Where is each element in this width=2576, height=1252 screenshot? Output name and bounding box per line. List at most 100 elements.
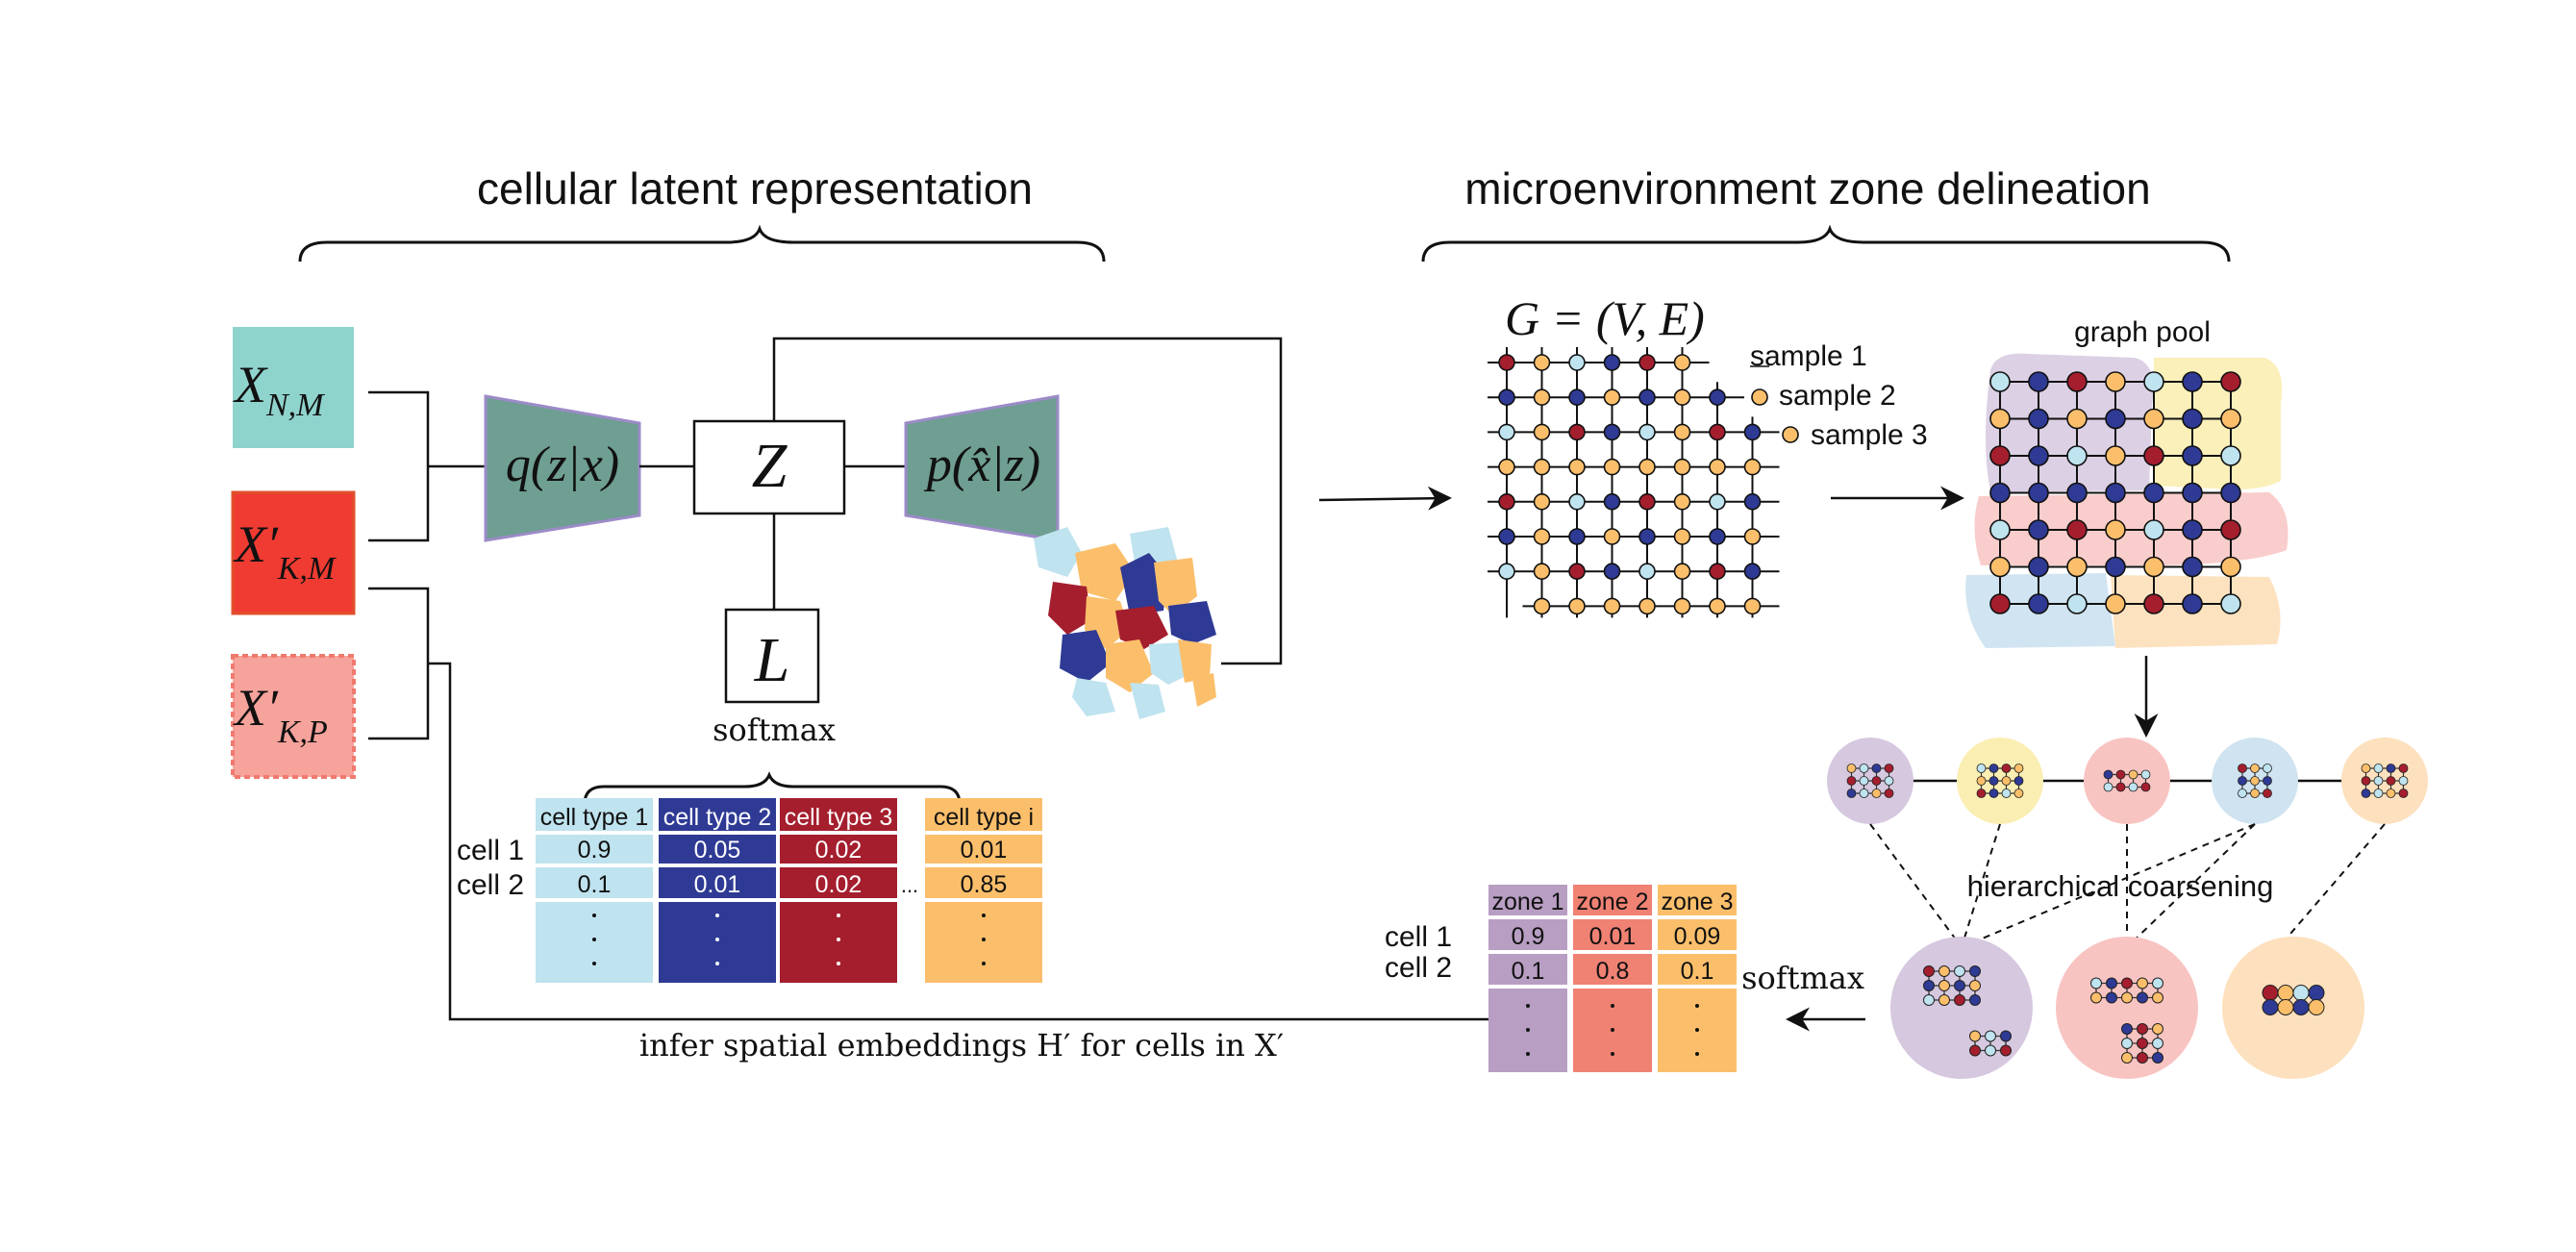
- coarse-mini-graphs: [1846, 764, 2409, 798]
- x-kp-box: [231, 654, 356, 779]
- ct-cell-2-2: 0.01: [694, 871, 741, 898]
- ct-cell-1-3: 0.02: [815, 837, 863, 864]
- coarse-node: [1846, 776, 1857, 786]
- graph-node: [1743, 563, 1762, 581]
- coarse-node: [1923, 965, 1935, 977]
- pool-node: [2028, 408, 2049, 430]
- coarse-node: [2001, 776, 2012, 786]
- graph-node: [1498, 458, 1515, 476]
- pool-node: [2028, 445, 2049, 466]
- pool-node: [2066, 556, 2088, 578]
- coarse-node: [1988, 764, 1999, 773]
- coarse-node: [2140, 782, 2151, 792]
- pool-node: [2105, 445, 2126, 466]
- graph-node: [1751, 388, 1768, 406]
- ct-cell-2-4: 0.85: [961, 871, 1008, 898]
- graph-node: [1603, 597, 1621, 615]
- input-connectors: [368, 390, 1488, 1021]
- zone-cell-1-1: 0.9: [1512, 923, 1545, 950]
- pool-node: [2066, 482, 2088, 504]
- x-nm-label: XN,M: [233, 356, 325, 423]
- coarse-node: [1969, 1044, 1981, 1057]
- coarse-node: [2263, 764, 2272, 773]
- graph-node: [1568, 597, 1586, 615]
- graph-node: [1743, 528, 1762, 545]
- graph-node: [1603, 563, 1621, 581]
- graph-node: [1568, 492, 1586, 511]
- pool-node: [2143, 371, 2164, 392]
- coarse-node: [2137, 977, 2148, 989]
- pool-node: [2143, 556, 2164, 578]
- graph-node: [1498, 492, 1515, 511]
- coarse-big-graphs: [1923, 965, 2325, 1064]
- zone-cell-2-1: 0.1: [1512, 958, 1545, 985]
- graph-main: [1488, 347, 1799, 618]
- zone-cell-2-3: 0.1: [1681, 958, 1714, 985]
- coarse-node: [2152, 1052, 2163, 1064]
- coarse-node: [1954, 980, 1965, 991]
- ct-cell-1-4: 0.01: [961, 837, 1008, 864]
- pool-node: [2220, 445, 2241, 466]
- graph-node: [1638, 563, 1656, 581]
- pool-node: [1989, 556, 2011, 578]
- pool-node: [2066, 371, 2088, 392]
- graph-node: [1638, 388, 1656, 407]
- coarse-node: [2361, 776, 2371, 786]
- coarse-node: [2238, 789, 2247, 798]
- graph-node: [1638, 492, 1656, 511]
- coarse-big-circle-1: [1890, 937, 2033, 1079]
- pool-node: [2182, 556, 2203, 578]
- coarse-node: [1884, 789, 1894, 798]
- zone-table: zone 1 zone 2 zone 3 cell 1 cell 2 0.9 0…: [1385, 885, 1737, 1072]
- sample-2-label: sample 2: [1779, 380, 1896, 412]
- coarse-node: [2000, 1044, 2012, 1057]
- coarse-node: [2398, 776, 2409, 786]
- coarse-node: [1976, 764, 1987, 773]
- pool-node: [2028, 482, 2049, 504]
- infer-embeddings-text: infer spatial embeddings H′ for cells in…: [639, 1027, 1284, 1064]
- graph-node: [1533, 423, 1551, 441]
- coarse-node: [2013, 789, 2024, 798]
- coarse-node: [2152, 1023, 2163, 1035]
- graph-node: [1638, 423, 1656, 441]
- latent-z-box: [692, 419, 846, 515]
- coarse-node: [2121, 1052, 2133, 1064]
- graph-pool-label: graph pool: [2074, 316, 2211, 348]
- graph-node: [1673, 563, 1691, 581]
- coarse-node: [2106, 991, 2117, 1004]
- pool-node: [2143, 445, 2164, 466]
- zone-cell-2-2: 0.8: [1596, 958, 1630, 985]
- ct-ellipsis: ...: [901, 873, 918, 897]
- coarse-node: [2250, 764, 2260, 773]
- pool-node: [2220, 408, 2241, 430]
- coarse-circle-3: [2084, 738, 2170, 824]
- coarse-node: [2277, 985, 2294, 1001]
- hierarchical-coarsening-label: hierarchical coarsening: [1967, 869, 2274, 903]
- ct-cell-2-1: 0.1: [578, 871, 612, 898]
- coarse-node: [2386, 789, 2396, 798]
- graph-node: [1673, 354, 1691, 371]
- coarse-node: [1938, 965, 1950, 977]
- coarse-node: [2090, 991, 2102, 1004]
- pool-node: [2028, 519, 2049, 540]
- coarse-node: [2000, 1030, 2012, 1042]
- graph-node: [1673, 528, 1691, 545]
- coarse-node: [2115, 769, 2126, 780]
- graph-node: [1709, 492, 1726, 511]
- pool-node: [2143, 519, 2164, 540]
- coarse-node: [2137, 1052, 2148, 1064]
- graph-node: [1568, 423, 1586, 441]
- left-brace: [298, 224, 1106, 263]
- x-km-label: X′K,M: [233, 515, 337, 587]
- coarse-node: [2292, 985, 2310, 1001]
- pool-node: [2182, 593, 2203, 614]
- graph-node: [1568, 563, 1586, 581]
- pool-node: [2105, 556, 2126, 578]
- graph-node: [1533, 354, 1551, 371]
- coarse-node: [1988, 776, 1999, 786]
- coarse-node: [1969, 994, 1981, 1006]
- coarse-node: [2398, 789, 2409, 798]
- encoder-trapezoid: [484, 394, 641, 542]
- graph-node: [1638, 528, 1656, 545]
- coarsening-dashed-lines: [1869, 823, 2386, 948]
